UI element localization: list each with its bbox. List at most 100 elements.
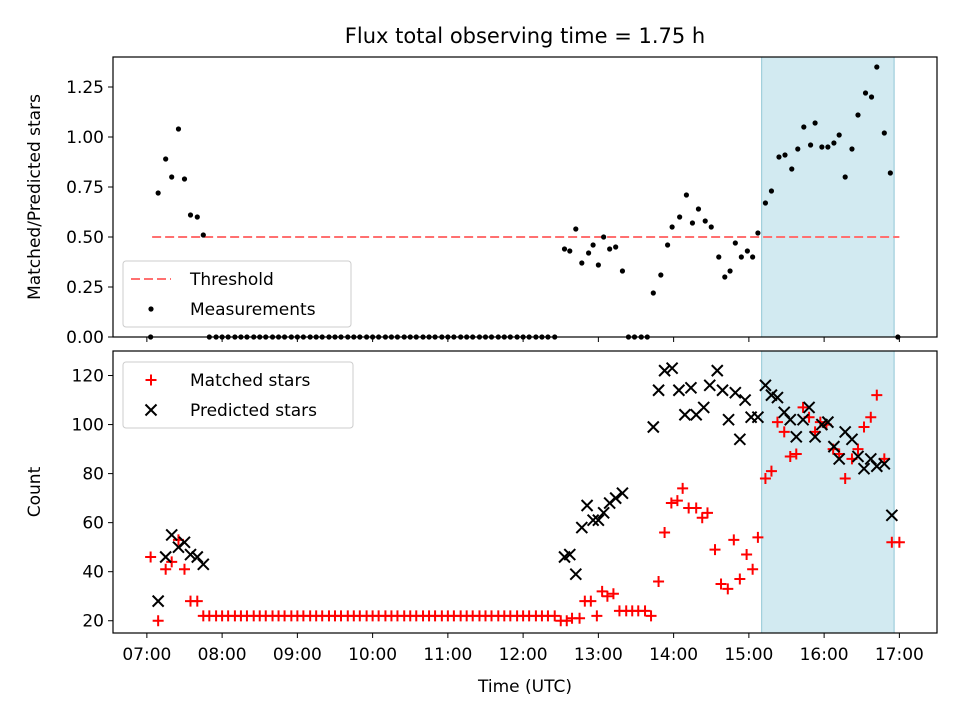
data-point (752, 531, 764, 543)
legend-label: Predicted stars (190, 401, 317, 421)
data-point (684, 381, 698, 394)
data-point (595, 262, 601, 268)
data-point (759, 379, 772, 392)
data-point (658, 364, 671, 377)
data-point (194, 214, 200, 220)
data-point (650, 290, 656, 296)
data-point (733, 433, 747, 446)
legend-plus-swatch (145, 374, 157, 386)
data-point (701, 507, 713, 519)
observing-window-span (761, 57, 895, 337)
data-point (697, 401, 710, 414)
data-point (178, 536, 191, 549)
data-point (851, 450, 865, 463)
data-point (871, 389, 883, 401)
data-point (695, 206, 702, 212)
data-point (862, 90, 869, 96)
data-point (855, 112, 861, 118)
data-point (671, 495, 683, 507)
data-point (716, 254, 722, 260)
data-point (845, 433, 859, 446)
data-point (722, 274, 728, 280)
legend-label: Measurements (190, 300, 316, 320)
data-point (187, 212, 194, 218)
legend-box (122, 260, 352, 328)
y-tick: 1.00 (66, 128, 113, 148)
data-point (738, 254, 744, 260)
y-tick-label: 80 (82, 465, 104, 485)
data-point (732, 240, 738, 246)
data-point (579, 260, 585, 266)
data-point (658, 272, 664, 278)
data-point (832, 452, 846, 466)
data-point (825, 144, 831, 150)
data-point (619, 268, 626, 274)
y-tick-label: 100 (72, 416, 104, 436)
data-point (653, 576, 665, 588)
data-point (711, 364, 724, 377)
y-tick-label: 40 (82, 563, 104, 583)
series-matched-stars (145, 389, 905, 627)
data-point (616, 487, 629, 500)
data-point (696, 512, 708, 524)
data-point (181, 176, 188, 182)
data-point (715, 578, 727, 590)
y-tick: 1.25 (66, 78, 113, 98)
x-tick-label: 10:00 (348, 645, 397, 665)
y-tick: 0.50 (66, 228, 113, 248)
data-point (184, 548, 197, 561)
x-tick-label: 12:00 (499, 645, 548, 665)
data-point (765, 465, 777, 477)
data-point (585, 595, 597, 607)
data-point (722, 413, 735, 426)
data-point (200, 232, 206, 238)
data-point (716, 384, 729, 397)
data-point (801, 124, 807, 130)
data-point (683, 192, 690, 198)
y-tick-label: 0.25 (66, 278, 104, 298)
data-point (708, 224, 714, 230)
data-point (597, 506, 610, 520)
data-point (665, 497, 677, 509)
data-point (573, 226, 579, 232)
data-point (755, 230, 761, 236)
data-point (795, 146, 801, 152)
data-point (747, 563, 759, 575)
data-point (574, 612, 586, 624)
data-point (175, 126, 182, 132)
y-tick: 20 (82, 612, 113, 632)
data-point (790, 430, 803, 444)
data-point (868, 94, 875, 100)
data-point (569, 567, 583, 581)
data-point (831, 140, 837, 146)
x-tick-label: 17:00 (875, 645, 924, 665)
data-point (802, 401, 816, 414)
data-point (178, 563, 190, 575)
panel-ratio: 0.00 0.25 0.50 0.75 1.00 1.25 Matched/Predicte… (25, 56, 938, 348)
data-point (729, 386, 742, 399)
data-point (639, 605, 651, 617)
data-point (709, 544, 721, 556)
data-point (812, 120, 818, 126)
legend-counts: Matched stars Predicted stars (122, 361, 354, 429)
data-point (771, 391, 784, 404)
panels-layer: 0.00 0.25 0.50 0.75 1.00 1.25 Matched/Predicte… (25, 56, 938, 665)
y-tick: 100 (72, 416, 113, 436)
y-tick-label: 120 (72, 367, 104, 387)
x-tick-label: 14:00 (649, 645, 698, 665)
data-point (741, 549, 753, 561)
x-axis-label: Time (UTC) (477, 677, 572, 697)
data-point (727, 268, 733, 274)
data-point (842, 174, 848, 180)
data-point (652, 384, 665, 397)
data-point (665, 242, 671, 248)
data-point (784, 450, 796, 462)
data-point (857, 462, 871, 475)
data-point (878, 457, 891, 471)
legend-cross-swatch (144, 403, 158, 417)
data-point (751, 411, 765, 424)
y-tick: 0.00 (66, 328, 113, 348)
y-tick-label: 0.50 (66, 228, 104, 248)
data-point (821, 415, 835, 429)
data-point (887, 170, 893, 176)
